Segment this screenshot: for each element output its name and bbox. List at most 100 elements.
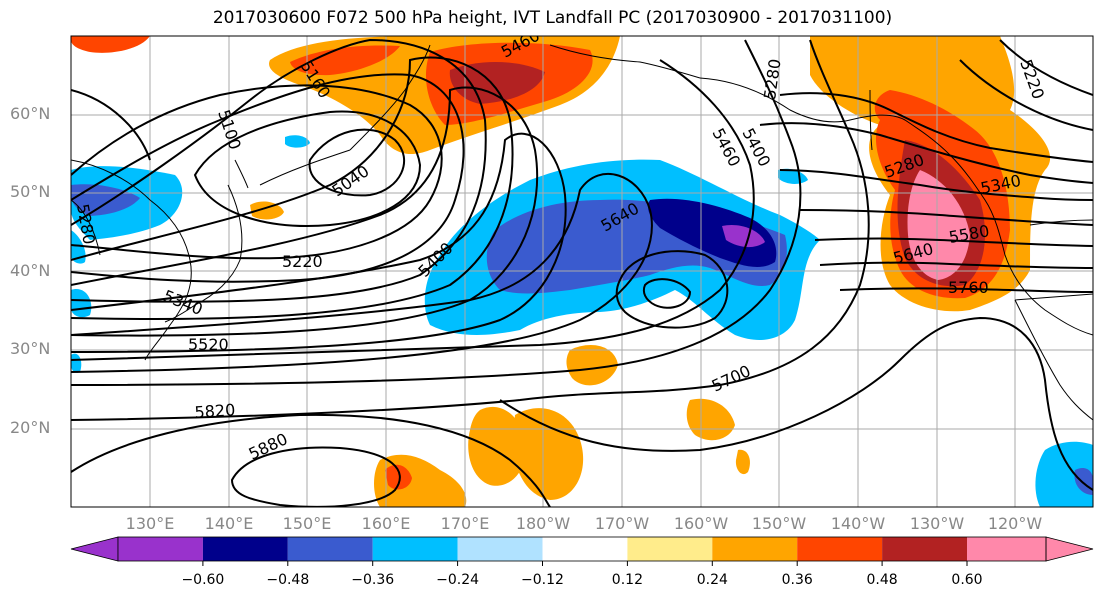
colorbar-segment <box>542 537 628 561</box>
contour-line <box>71 172 653 373</box>
colorbar-segment <box>967 537 1046 561</box>
contour-line <box>71 132 567 353</box>
contour-label: 5760 <box>948 278 989 297</box>
contour-line <box>71 84 443 260</box>
contour-line <box>615 250 729 329</box>
lon-label: 160°E <box>361 514 411 533</box>
contour-line <box>642 278 692 309</box>
contour-line <box>999 39 1093 96</box>
ivt-positive-region <box>735 449 750 475</box>
ivt-positive-region <box>907 170 970 280</box>
ivt-positive-region <box>468 406 526 486</box>
ivt-positive-region <box>71 36 150 53</box>
lon-label: 160°W <box>673 514 729 533</box>
map-frame <box>70 35 1094 508</box>
colorbar-tick-label: 0.24 <box>696 572 728 588</box>
contour-line <box>71 39 802 386</box>
ivt-negative-region <box>1035 441 1093 507</box>
contour-line <box>193 110 422 227</box>
contour-line <box>839 287 1093 293</box>
lon-label: 140°W <box>830 514 886 533</box>
lat-label: 40°N <box>10 261 51 280</box>
lon-label: 120°W <box>987 514 1043 533</box>
colorbar-tick-label: −0.24 <box>436 572 480 588</box>
contour-line <box>71 413 551 507</box>
colorbar-segment <box>202 537 288 561</box>
colorbar-tick-label: 0.60 <box>951 572 983 588</box>
contour-line <box>959 59 1093 131</box>
ivt-positive-region <box>449 61 545 104</box>
ivt-negative-region <box>1074 468 1093 495</box>
colorbar-segment <box>287 537 373 561</box>
lat-label: 60°N <box>10 104 51 123</box>
coastline-baja <box>1014 299 1093 421</box>
colorbar-tick-label: −0.48 <box>266 572 310 588</box>
lon-label: 130°E <box>125 514 175 533</box>
contour-line <box>779 92 1093 163</box>
lat-label: 30°N <box>10 339 51 358</box>
ivt-negative-region <box>71 353 82 373</box>
contour-line <box>799 209 1093 226</box>
ivt-positive-region <box>290 45 400 76</box>
colorbar-segment <box>797 537 883 561</box>
contour-label: 5820 <box>194 400 236 422</box>
contour-label: 5520 <box>188 335 229 354</box>
map-title: 2017030600 F072 500 hPa height, IVT Land… <box>212 8 893 28</box>
contour-line <box>71 73 465 283</box>
height-contours <box>71 38 1093 507</box>
colorbar-extend-left <box>70 536 119 562</box>
lon-label: 130°W <box>909 514 965 533</box>
colorbar-tick-label: −0.36 <box>351 572 395 588</box>
ivt-negative-region <box>722 224 765 248</box>
contour-line <box>308 128 406 197</box>
contour-line <box>779 169 1093 201</box>
ivt-positive-region <box>686 398 735 441</box>
ivt-positive-region <box>385 464 412 490</box>
coastline-kuriles <box>234 149 351 189</box>
contour-line <box>71 89 151 161</box>
colorbar-tick-label: −0.60 <box>181 572 225 588</box>
coastline-bering <box>549 44 701 79</box>
ivt-negative-region <box>71 230 86 264</box>
colorbar-segment <box>627 537 713 561</box>
colorbar-segment <box>118 537 203 561</box>
colorbar-tick-label: 0.48 <box>866 572 898 588</box>
coastline-border <box>869 89 1093 301</box>
colorbar-segment <box>712 537 798 561</box>
ivt-negative-region <box>285 135 310 148</box>
contour-line <box>814 237 1093 247</box>
contour-line <box>71 56 514 321</box>
contour-line <box>230 446 401 507</box>
ivt-positive-region <box>250 201 284 220</box>
contour-line <box>71 39 870 421</box>
coastline-japan <box>164 184 243 323</box>
lat-label: 20°N <box>10 418 51 437</box>
colorbar <box>70 536 1094 566</box>
contour-line <box>71 86 539 337</box>
contour-line <box>819 261 1093 269</box>
colorbar-segment <box>457 537 543 561</box>
contour-line <box>499 316 1093 491</box>
lon-label: 180°W <box>515 514 571 533</box>
lon-label: 150°E <box>282 514 332 533</box>
lon-label: 170°W <box>594 514 650 533</box>
colorbar-tick-label: 0.12 <box>611 572 643 588</box>
ivt-positive-region <box>512 408 584 500</box>
colorbar-segment <box>372 537 458 561</box>
lon-label: 140°E <box>204 514 254 533</box>
contour-line <box>71 59 755 361</box>
colorbar-segment <box>882 537 967 561</box>
lon-label: 150°W <box>751 514 807 533</box>
colorbar-tick-label: −0.12 <box>521 572 564 588</box>
lon-label: 170°E <box>440 514 490 533</box>
contour-label: 5220 <box>282 252 323 271</box>
contour-line <box>71 38 487 303</box>
colorbar-extend-right <box>1045 536 1094 562</box>
coastline-kamchatka <box>349 44 431 151</box>
colorbar-tick-label: 0.36 <box>781 572 813 588</box>
lat-label: 50°N <box>10 182 51 201</box>
map-panel: 5460 5160 5100 5040 5280 5220 5340 5400 … <box>71 36 1093 507</box>
ivt-positive-region <box>566 345 618 386</box>
contour-line <box>759 122 1093 184</box>
